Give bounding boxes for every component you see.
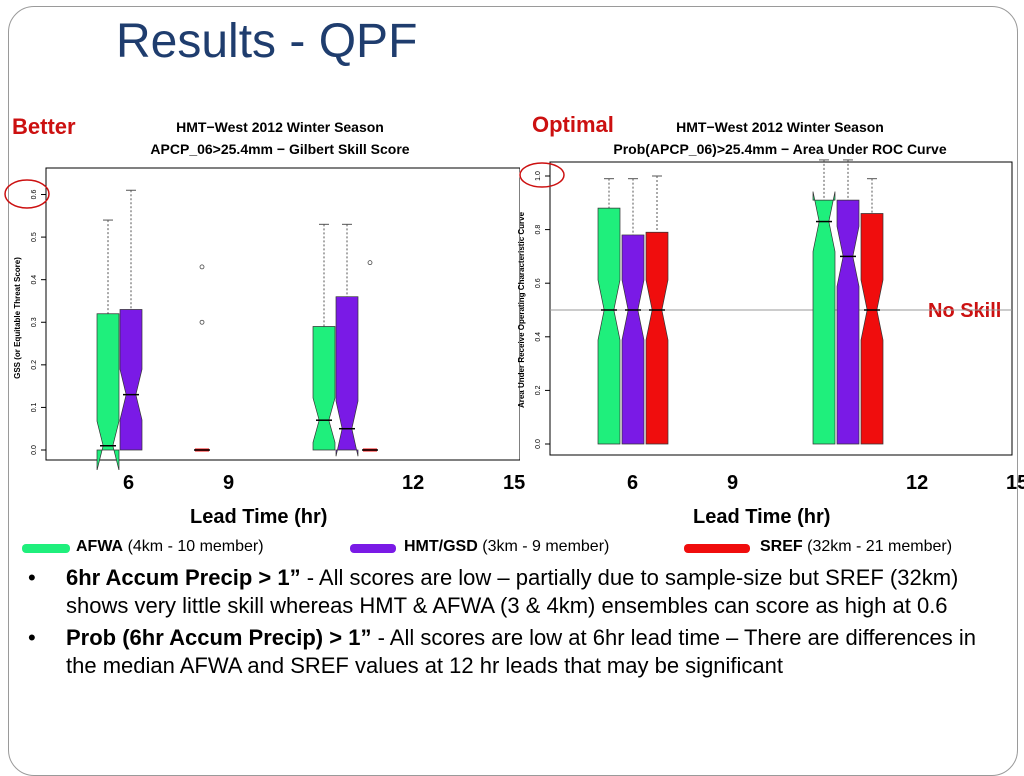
legend-item-sref: SREF (32km - 21 member) xyxy=(760,538,952,556)
box-body xyxy=(860,213,884,445)
roc-boxplot-chart: HMT−West 2012 Winter Season Prob(APCP_06)… xyxy=(517,119,1013,456)
y-tick-label: 0.0 xyxy=(31,445,38,455)
box-body xyxy=(836,199,860,445)
y-tick-label: 0.2 xyxy=(535,385,542,395)
y-tick-label: 0.1 xyxy=(31,402,38,412)
legend-desc-afwa: (4km - 10 member) xyxy=(127,538,264,555)
chart-subtitle: Prob(APCP_06)>25.4mm − Area Under ROC Cu… xyxy=(613,141,946,157)
y-tick-label: 0.2 xyxy=(31,360,38,370)
box-body xyxy=(335,296,359,457)
box-outlier xyxy=(199,319,205,325)
y-tick-label: 0.3 xyxy=(31,317,38,327)
y-tick-label: 0.0 xyxy=(535,439,542,449)
bullet-bold: Prob (6hr Accum Precip) > 1” xyxy=(66,625,372,650)
y-axis-label: GSS (or Equitable Threat Score) xyxy=(13,257,22,379)
legend-item-hmt: HMT/GSD (3km - 9 member) xyxy=(404,538,609,556)
y-tick-label: 0.6 xyxy=(31,190,38,200)
bullet-text: - All scores are low at 6hr lead time – … xyxy=(66,625,976,678)
y-tick-label: 0.4 xyxy=(535,332,542,342)
lead-time-label-left: Lead Time (hr) xyxy=(190,506,328,528)
legend-swatch-sref xyxy=(684,544,750,553)
y-tick-label: 0.5 xyxy=(31,232,38,242)
y-tick-label: 0.4 xyxy=(31,275,38,285)
legend: AFWA (4km - 10 member) HMT/GSD (3km - 9 … xyxy=(0,534,1024,560)
lead-tick-15-left: 15 xyxy=(503,472,526,494)
chart-title: HMT−West 2012 Winter Season xyxy=(676,119,884,135)
box-body xyxy=(812,191,836,445)
bullet-bold: 6hr Accum Precip > 1” xyxy=(66,565,301,590)
box-body xyxy=(312,326,336,451)
better-callout: Better xyxy=(12,114,76,139)
y-axis-label: Area Under Receive Operating Characteris… xyxy=(517,211,526,408)
bullet-item: • 6hr Accum Precip > 1” - All scores are… xyxy=(28,564,1008,620)
box-body xyxy=(621,234,645,445)
bullet-dot: • xyxy=(28,565,36,590)
bullet-item: • Prob (6hr Accum Precip) > 1” - All sco… xyxy=(28,624,1008,680)
gss-boxplot-chart: HMT−West 2012 Winter Season APCP_06>25.4m… xyxy=(13,119,520,470)
chart-subtitle: APCP_06>25.4mm − Gilbert Skill Score xyxy=(150,141,409,157)
legend-desc-hmt: (3km - 9 member) xyxy=(482,538,610,555)
legend-name-sref: SREF xyxy=(760,538,803,555)
legend-desc-sref: (32km - 21 member) xyxy=(807,538,953,555)
lead-tick-9-right: 9 xyxy=(727,472,739,494)
y-tick-label: 1.0 xyxy=(535,171,542,181)
legend-name-afwa: AFWA xyxy=(76,538,124,555)
box-body xyxy=(96,313,120,470)
y-tick-label: 0.6 xyxy=(535,278,542,288)
lead-tick-6-right: 6 xyxy=(627,472,639,494)
legend-swatch-afwa xyxy=(22,544,70,553)
chart-title: HMT−West 2012 Winter Season xyxy=(176,119,384,135)
optimal-callout: Optimal xyxy=(532,112,614,137)
box-body xyxy=(645,231,669,445)
box-body xyxy=(597,207,621,445)
lead-tick-12-right: 12 xyxy=(906,472,929,494)
box-body xyxy=(119,309,143,451)
lead-tick-6-left: 6 xyxy=(123,472,135,494)
lead-tick-15-right: 15 xyxy=(1006,472,1024,494)
legend-item-afwa: AFWA (4km - 10 member) xyxy=(76,538,264,556)
lead-time-label-right: Lead Time (hr) xyxy=(693,506,831,528)
lead-tick-9-left: 9 xyxy=(223,472,235,494)
box-outlier xyxy=(199,264,205,270)
plot-frame xyxy=(45,167,520,461)
noskill-callout: No Skill xyxy=(928,300,1002,322)
y-tick-label: 0.8 xyxy=(535,225,542,235)
slide-title: Results - QPF xyxy=(116,15,418,68)
legend-name-hmt: HMT/GSD xyxy=(404,538,478,555)
legend-swatch-hmt xyxy=(350,544,396,553)
box-outlier xyxy=(367,260,373,266)
lead-tick-12-left: 12 xyxy=(402,472,425,494)
bullet-dot: • xyxy=(28,625,36,650)
plot-frame xyxy=(549,161,1013,456)
bullet-text: - All scores are low – partially due to … xyxy=(66,565,959,618)
bullet-list: • 6hr Accum Precip > 1” - All scores are… xyxy=(28,564,1008,684)
